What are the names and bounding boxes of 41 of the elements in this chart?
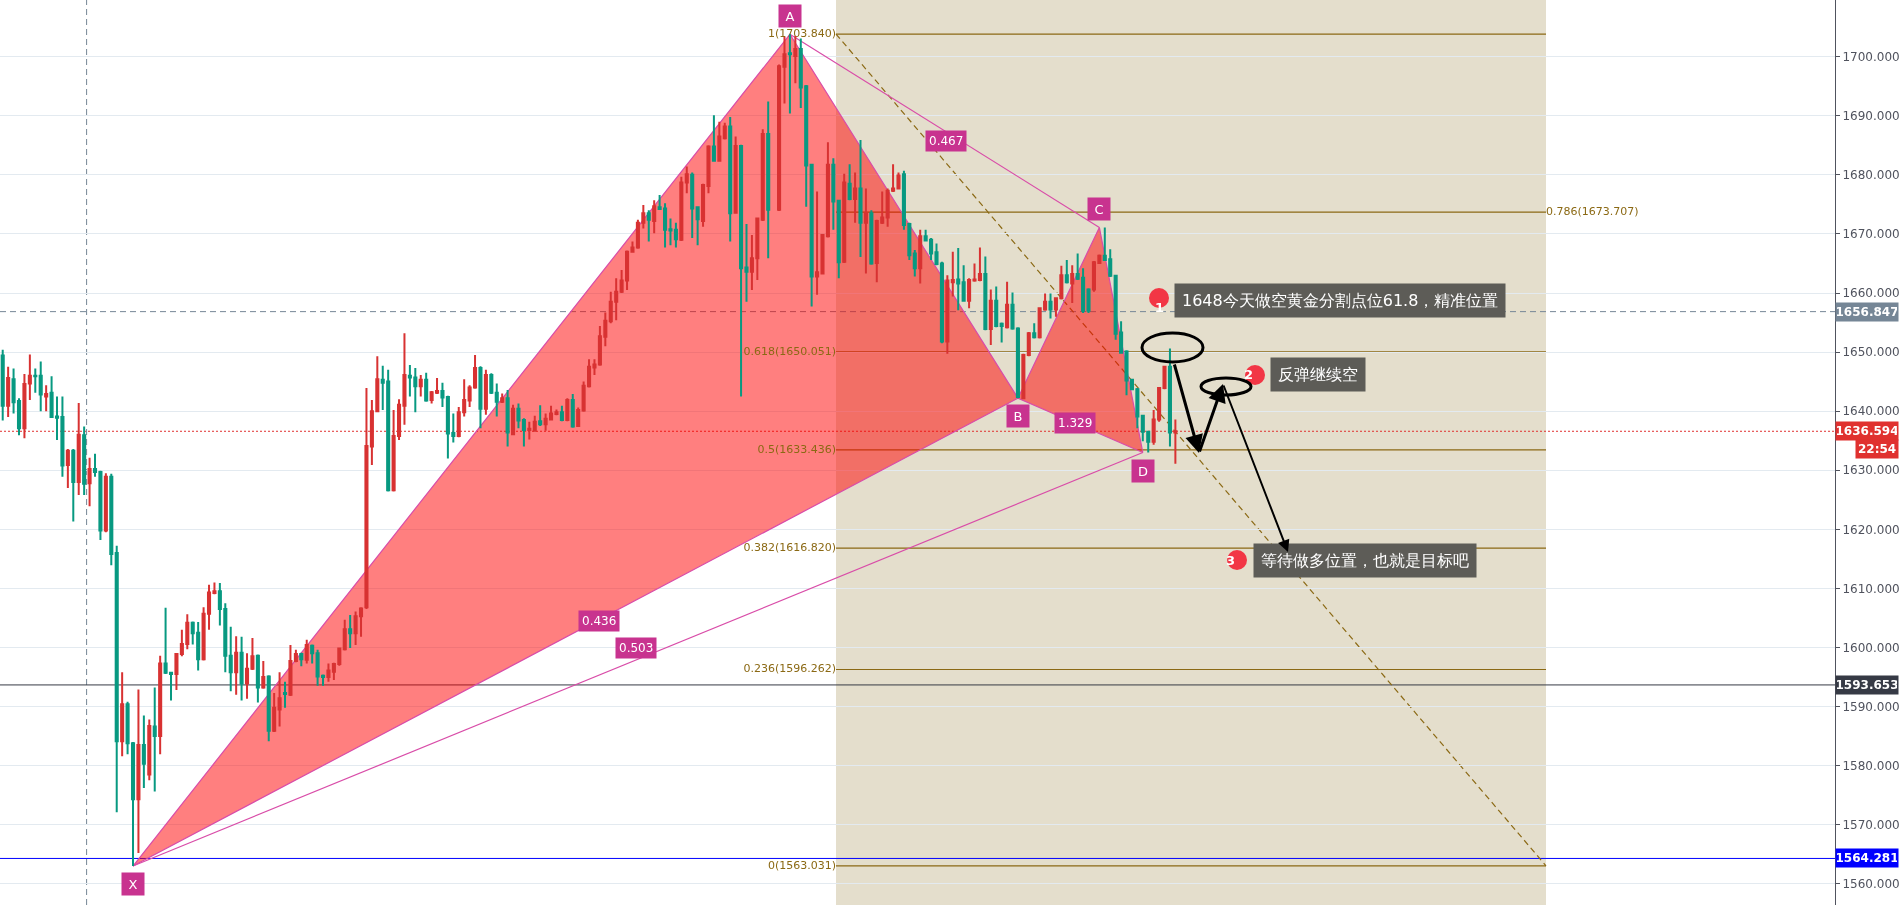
ref-line-label: 1593.653 (1835, 678, 1899, 692)
ref-line-label: 0.382(1616.820) (743, 540, 836, 554)
y-tick-label: 1580.000 (1842, 758, 1900, 773)
y-tick-label: 1630.000 (1842, 463, 1900, 478)
annotation: B (1013, 408, 1023, 424)
annotation: 反弹继续空 (1278, 365, 1358, 384)
annotation: A (785, 8, 795, 24)
y-tick-label: 1610.000 (1842, 581, 1900, 596)
text: 22:54 (1858, 442, 1897, 456)
y-tick-label: 1620.000 (1842, 522, 1900, 537)
ref-line-label: 1(1703.840) (767, 26, 836, 40)
y-tick-label: 1670.000 (1842, 227, 1900, 242)
y-tick-label: 1650.000 (1842, 345, 1900, 360)
annotation: 0.503 (619, 641, 654, 655)
annotation: C (1094, 201, 1104, 217)
y-tick-label: 1570.000 (1842, 817, 1900, 832)
annotation: 0.467 (929, 134, 964, 148)
annotation: 1.329 (1058, 416, 1093, 430)
ref-line-label: 0.618(1650.051) (743, 344, 836, 358)
ref-line-label: 0.5(1633.436) (757, 442, 836, 456)
annotation: D (1137, 463, 1149, 479)
annotation: 2 (1244, 367, 1254, 382)
annotation: 0.436 (582, 614, 617, 628)
y-tick-label: 1600.000 (1842, 640, 1900, 655)
ref-line-label: 0(1563.031) (767, 858, 836, 872)
y-tick-label: 1690.000 (1842, 108, 1900, 123)
ref-line-label: 1564.281 (1835, 851, 1899, 865)
annotation: 1648今天做空黄金分割点位61.8，精准位置 (1182, 291, 1499, 310)
ref-line-label: 1656.847 (1835, 305, 1899, 319)
y-tick-label: 1660.000 (1842, 286, 1900, 301)
y-tick-label: 1680.000 (1842, 168, 1900, 183)
annotation: 3 (1226, 553, 1236, 568)
y-tick-label: 1590.000 (1842, 699, 1900, 714)
ref-line-label: 0.236(1596.262) (743, 662, 836, 676)
ref-line-label: 0.786(1673.707) (1546, 204, 1639, 218)
annotation: X (128, 876, 138, 892)
y-tick-label: 1700.000 (1842, 49, 1900, 64)
y-tick-label: 1640.000 (1842, 404, 1900, 419)
annotation: 等待做多位置，也就是目标吧 (1261, 551, 1469, 570)
y-tick-label: 1560.000 (1842, 876, 1900, 891)
annotation: 1 (1155, 300, 1165, 315)
